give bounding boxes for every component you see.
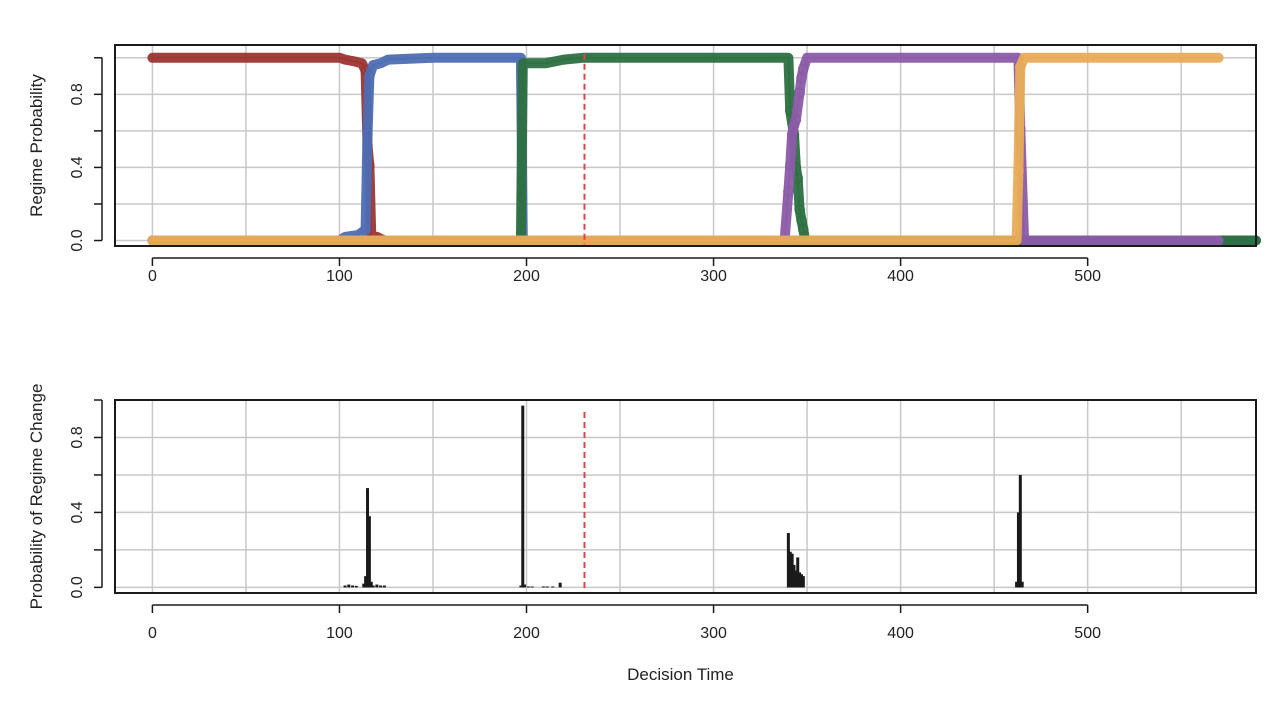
x-tick-label: 0 bbox=[148, 625, 157, 642]
y-tick-label: 0.4 bbox=[69, 501, 86, 523]
bar bbox=[362, 583, 366, 588]
series-point bbox=[794, 204, 805, 215]
y-tick-label: 0.4 bbox=[69, 156, 86, 178]
bar bbox=[366, 488, 370, 588]
bar bbox=[1016, 512, 1020, 588]
bar bbox=[545, 586, 549, 588]
series-point bbox=[783, 185, 794, 197]
y-tick-label: 0.8 bbox=[69, 83, 86, 105]
x-tick-label: 0 bbox=[148, 268, 157, 285]
series-point bbox=[798, 224, 809, 235]
x-tick-label: 300 bbox=[700, 625, 727, 642]
series-thin-line-2 bbox=[152, 57, 1256, 242]
series-line-3 bbox=[147, 52, 1261, 246]
series-point bbox=[798, 63, 809, 75]
bar bbox=[369, 581, 373, 588]
bar bbox=[1015, 581, 1019, 588]
bar bbox=[526, 586, 530, 588]
bar bbox=[786, 533, 790, 588]
series-thin-line-5 bbox=[152, 57, 1219, 242]
y-axis-title: Regime Probability bbox=[27, 74, 46, 217]
series-point bbox=[1013, 165, 1024, 177]
bar bbox=[799, 574, 803, 588]
bar bbox=[558, 582, 562, 588]
bar bbox=[794, 570, 798, 588]
bar bbox=[521, 405, 525, 588]
bar bbox=[354, 585, 358, 588]
bar bbox=[347, 584, 351, 588]
x-tick-label: 400 bbox=[887, 625, 914, 642]
x-tick-label: 400 bbox=[887, 268, 914, 285]
bar bbox=[379, 585, 383, 588]
y-axis-title: Probability of Regime Change bbox=[27, 384, 46, 610]
bar bbox=[523, 584, 527, 588]
bar bbox=[364, 576, 368, 588]
bar bbox=[371, 585, 375, 588]
bar bbox=[343, 585, 347, 588]
bar bbox=[790, 553, 794, 588]
series-point bbox=[790, 114, 802, 126]
bar bbox=[382, 585, 386, 588]
bar bbox=[798, 572, 802, 588]
series-point bbox=[784, 160, 796, 171]
bar bbox=[551, 586, 555, 588]
y-tick-label: 0.0 bbox=[69, 229, 86, 251]
x-tick-label: 200 bbox=[513, 625, 540, 642]
series-point bbox=[788, 120, 800, 131]
bar bbox=[367, 516, 371, 588]
x-tick-label: 500 bbox=[1074, 268, 1101, 285]
bar bbox=[375, 584, 379, 588]
bar bbox=[801, 576, 805, 588]
x-tick-label: 500 bbox=[1074, 625, 1101, 642]
series-line-5 bbox=[147, 52, 1224, 246]
series-thin-line-3 bbox=[152, 57, 1256, 242]
series-line-2 bbox=[147, 52, 1261, 246]
bar bbox=[1020, 581, 1024, 588]
y-tick-label: 0.8 bbox=[69, 426, 86, 448]
series-point bbox=[362, 129, 373, 140]
bar bbox=[541, 586, 545, 588]
bar bbox=[796, 557, 800, 588]
series-thin-line-4 bbox=[152, 57, 1219, 242]
x-tick-label: 100 bbox=[326, 268, 353, 285]
regime-probability-panel: 0 100 200 300 400 500 0.0 0.4 0.8 Regime Probabil… bbox=[27, 44, 1261, 285]
series-point bbox=[364, 70, 375, 82]
bar bbox=[519, 585, 523, 588]
y-tick-label: 0.0 bbox=[69, 576, 86, 598]
x-tick-label: 100 bbox=[326, 625, 353, 642]
series-point bbox=[1015, 61, 1026, 73]
x-axis-title: Decision Time bbox=[627, 665, 734, 684]
series-line-4 bbox=[147, 52, 1224, 246]
x-tick-label: 200 bbox=[513, 268, 540, 285]
bar bbox=[351, 585, 355, 588]
bar bbox=[788, 551, 792, 588]
plot-frame bbox=[114, 399, 1257, 594]
series-thin-line-1 bbox=[152, 57, 1256, 242]
plot-frame bbox=[114, 44, 1257, 247]
bar bbox=[1018, 474, 1022, 588]
series-point bbox=[794, 87, 805, 98]
series-point bbox=[360, 224, 371, 235]
x-tick-label: 300 bbox=[700, 268, 727, 285]
bar bbox=[792, 564, 796, 588]
bar bbox=[530, 586, 534, 588]
series-line-1 bbox=[147, 52, 1261, 246]
regime-change-panel: 0 100 200 300 400 500 0.0 0.4 0.8 Probability of … bbox=[27, 384, 1257, 684]
